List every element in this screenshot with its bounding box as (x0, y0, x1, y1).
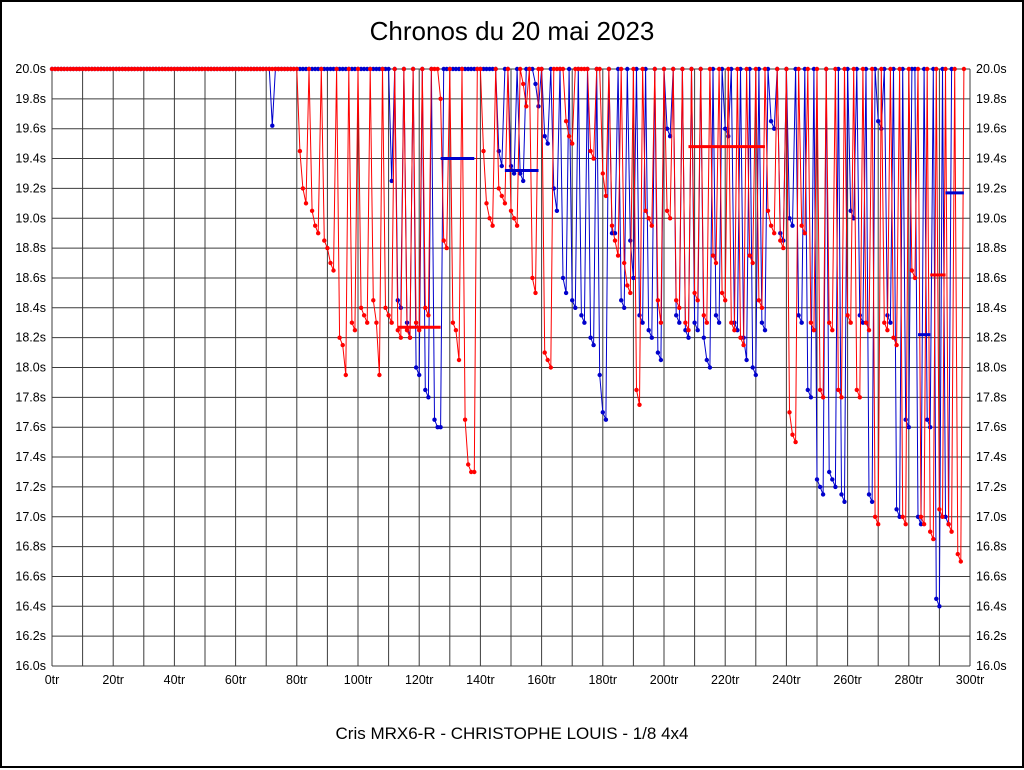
svg-text:18.0s: 18.0s (15, 361, 46, 375)
svg-text:16.6s: 16.6s (976, 569, 1007, 583)
svg-text:18.8s: 18.8s (15, 241, 46, 255)
svg-text:240tr: 240tr (772, 673, 801, 687)
svg-text:220tr: 220tr (711, 673, 740, 687)
svg-text:20.0s: 20.0s (15, 62, 46, 76)
svg-text:18.2s: 18.2s (976, 331, 1007, 345)
svg-text:19.0s: 19.0s (15, 211, 46, 225)
svg-text:17.6s: 17.6s (976, 420, 1007, 434)
svg-text:19.0s: 19.0s (976, 211, 1007, 225)
series-rouge (49, 66, 967, 564)
svg-text:16.4s: 16.4s (976, 599, 1007, 613)
svg-text:17.8s: 17.8s (15, 390, 46, 404)
svg-text:16.4s: 16.4s (15, 599, 46, 613)
svg-text:17.8s: 17.8s (976, 390, 1007, 404)
svg-text:16.2s: 16.2s (976, 629, 1007, 643)
x-axis-labels: 0tr 20tr 40tr 60tr 80tr 100tr 120tr 140tr 160tr 1… (45, 673, 985, 687)
svg-text:19.6s: 19.6s (15, 122, 46, 136)
svg-text:19.8s: 19.8s (15, 92, 46, 106)
svg-text:280tr: 280tr (895, 673, 924, 687)
svg-text:60tr: 60tr (225, 673, 247, 687)
svg-text:18.2s: 18.2s (15, 331, 46, 345)
svg-text:200tr: 200tr (650, 673, 679, 687)
svg-text:16.2s: 16.2s (15, 629, 46, 643)
svg-text:19.6s: 19.6s (976, 122, 1007, 136)
svg-text:18.4s: 18.4s (15, 301, 46, 315)
svg-text:16.0s: 16.0s (15, 659, 46, 673)
svg-text:17.4s: 17.4s (976, 450, 1007, 464)
svg-text:16.0s: 16.0s (976, 659, 1007, 673)
svg-text:18.0s: 18.0s (976, 361, 1007, 375)
average-segments (397, 145, 964, 337)
svg-text:19.4s: 19.4s (976, 152, 1007, 166)
svg-text:100tr: 100tr (344, 673, 373, 687)
svg-text:300tr: 300tr (956, 673, 985, 687)
svg-text:160tr: 160tr (527, 673, 556, 687)
svg-text:17.2s: 17.2s (976, 480, 1007, 494)
svg-text:18.6s: 18.6s (976, 271, 1007, 285)
svg-text:140tr: 140tr (466, 673, 495, 687)
svg-text:18.6s: 18.6s (15, 271, 46, 285)
svg-text:40tr: 40tr (164, 673, 186, 687)
chart-footer: Cris MRX6-R - CHRISTOPHE LOUIS - 1/8 4x4 (335, 724, 689, 743)
svg-text:260tr: 260tr (833, 673, 862, 687)
svg-text:16.8s: 16.8s (15, 540, 46, 554)
svg-text:17.0s: 17.0s (15, 510, 46, 524)
svg-text:18.8s: 18.8s (976, 241, 1007, 255)
svg-text:20.0s: 20.0s (976, 62, 1007, 76)
svg-text:16.8s: 16.8s (976, 540, 1007, 554)
svg-text:20tr: 20tr (102, 673, 124, 687)
svg-text:120tr: 120tr (405, 673, 434, 687)
svg-text:18.4s: 18.4s (976, 301, 1007, 315)
svg-text:19.2s: 19.2s (976, 181, 1007, 195)
svg-text:17.4s: 17.4s (15, 450, 46, 464)
chart-title: Chronos du 20 mai 2023 (369, 16, 655, 46)
svg-text:17.0s: 17.0s (976, 510, 1007, 524)
svg-text:80tr: 80tr (286, 673, 308, 687)
svg-text:16.6s: 16.6s (15, 569, 46, 583)
svg-text:19.8s: 19.8s (976, 92, 1007, 106)
y-axis-labels: 20.0s 20.0s 19.8s 19.8s 19.6s 19.6s 19.4s 19.4s… (15, 62, 1006, 673)
svg-text:180tr: 180tr (589, 673, 618, 687)
svg-text:0tr: 0tr (45, 673, 60, 687)
svg-text:19.2s: 19.2s (15, 181, 46, 195)
svg-text:17.6s: 17.6s (15, 420, 46, 434)
svg-text:17.2s: 17.2s (15, 480, 46, 494)
svg-text:19.4s: 19.4s (15, 152, 46, 166)
